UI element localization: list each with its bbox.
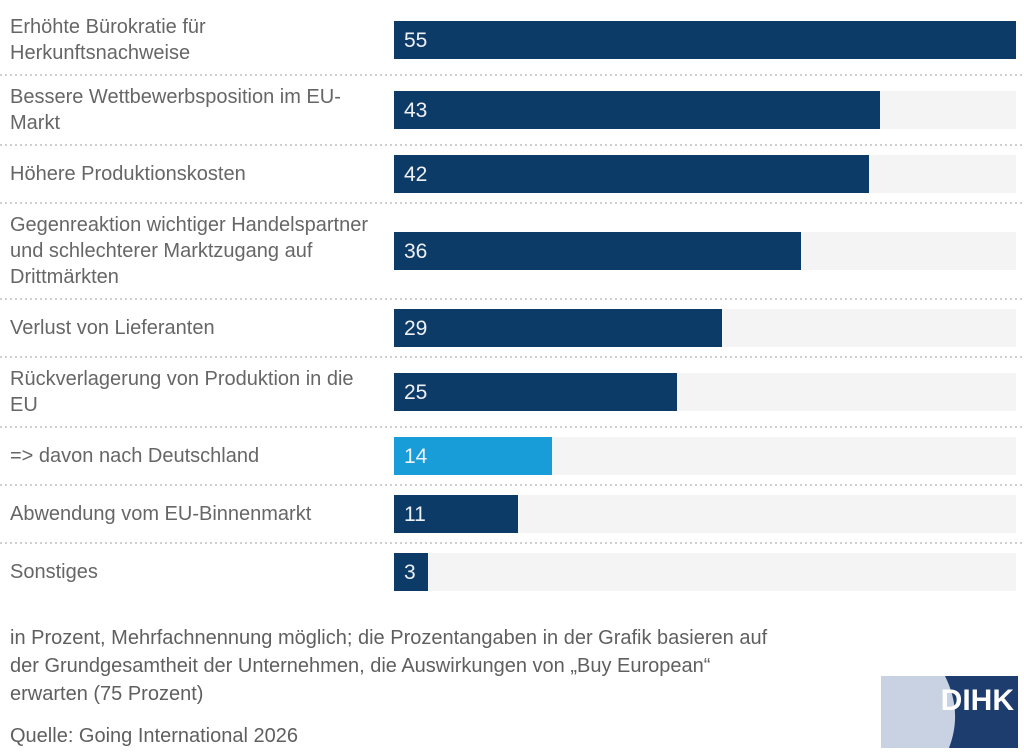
footnote-line: in Prozent, Mehrfachnennung möglich; die… (10, 627, 768, 649)
bar-track: 29 (394, 309, 1016, 347)
category-label: Erhöhte Bürokratie für Herkunftsnachweis… (10, 16, 206, 64)
chart-row: => davon nach Deutschland 14 (0, 428, 1024, 484)
bar: 55 (394, 21, 1016, 59)
bar-track: 42 (394, 155, 1016, 193)
bar-track: 25 (394, 373, 1016, 411)
chart-row: Gegenreaktion wichtiger Handelspartner u… (0, 204, 1024, 298)
value-label: 11 (404, 502, 426, 526)
value-label: 29 (404, 316, 428, 340)
value-label: 3 (404, 560, 416, 584)
category-label: Abwendung vom EU-Binnenmarkt (10, 503, 312, 525)
row-separator (0, 356, 1024, 358)
row-separator (0, 542, 1024, 544)
chart-row: Sonstiges 3 (0, 544, 1024, 600)
chart-row: Verlust von Lieferanten 29 (0, 300, 1024, 356)
row-separator (0, 202, 1024, 204)
chart-row: Bessere Wettbewerbsposition im EU-Markt … (0, 76, 1024, 144)
bar: 42 (394, 155, 869, 193)
dihk-logo-icon: DIHK (881, 676, 1018, 748)
bar-track: 11 (394, 495, 1016, 533)
bar: 43 (394, 91, 881, 129)
row-separator (0, 484, 1024, 486)
bar: 36 (394, 232, 802, 270)
value-label: 55 (404, 28, 428, 52)
bar-chart: Erhöhte Bürokratie für Herkunftsnachweis… (0, 6, 1024, 600)
category-label: Verlust von Lieferanten (10, 317, 215, 339)
bar-track: 55 (394, 21, 1016, 59)
category-label: Höhere Produktionskosten (10, 163, 246, 185)
category-label: Sonstiges (10, 561, 98, 583)
row-separator (0, 426, 1024, 428)
category-label: Gegenreaktion wichtiger Handelspartner u… (10, 214, 368, 288)
logo-text: DIHK (941, 684, 1015, 717)
value-label: 25 (404, 380, 428, 404)
chart-footnote: in Prozent, Mehrfachnennung möglich; die… (0, 624, 1024, 750)
value-label: 36 (404, 239, 428, 263)
chart-row: Erhöhte Bürokratie für Herkunftsnachweis… (0, 6, 1024, 74)
row-separator (0, 74, 1024, 76)
source-text: Quelle: Going International 2026 (10, 725, 298, 747)
bar: 25 (394, 373, 677, 411)
chart-row: Rückverlagerung von Produktion in die EU… (0, 358, 1024, 426)
bar-track: 14 (394, 437, 1016, 475)
bar: 11 (394, 495, 519, 533)
bar-track: 43 (394, 91, 1016, 129)
dihk-logo: DIHK (881, 676, 1018, 748)
chart-row: Höhere Produktionskosten 42 (0, 146, 1024, 202)
bar: 29 (394, 309, 722, 347)
bar: 3 (394, 553, 428, 591)
value-label: 14 (404, 444, 428, 468)
footnote-line: erwarten (75 Prozent) (10, 683, 204, 705)
category-label: => davon nach Deutschland (10, 445, 260, 467)
chart-row: Abwendung vom EU-Binnenmarkt 11 (0, 486, 1024, 542)
bar-highlighted: 14 (394, 437, 553, 475)
logo-dark-panel (945, 676, 1018, 748)
bar-track: 3 (394, 553, 1016, 591)
bar-track: 36 (394, 232, 1016, 270)
category-label: Bessere Wettbewerbsposition im EU-Markt (10, 86, 341, 134)
row-separator (0, 298, 1024, 300)
value-label: 42 (404, 162, 428, 186)
category-label: Rückverlagerung von Produktion in die EU (10, 368, 354, 416)
row-separator (0, 144, 1024, 146)
footnote-line: der Grundgesamtheit der Unternehmen, die… (10, 655, 711, 677)
value-label: 43 (404, 98, 428, 122)
